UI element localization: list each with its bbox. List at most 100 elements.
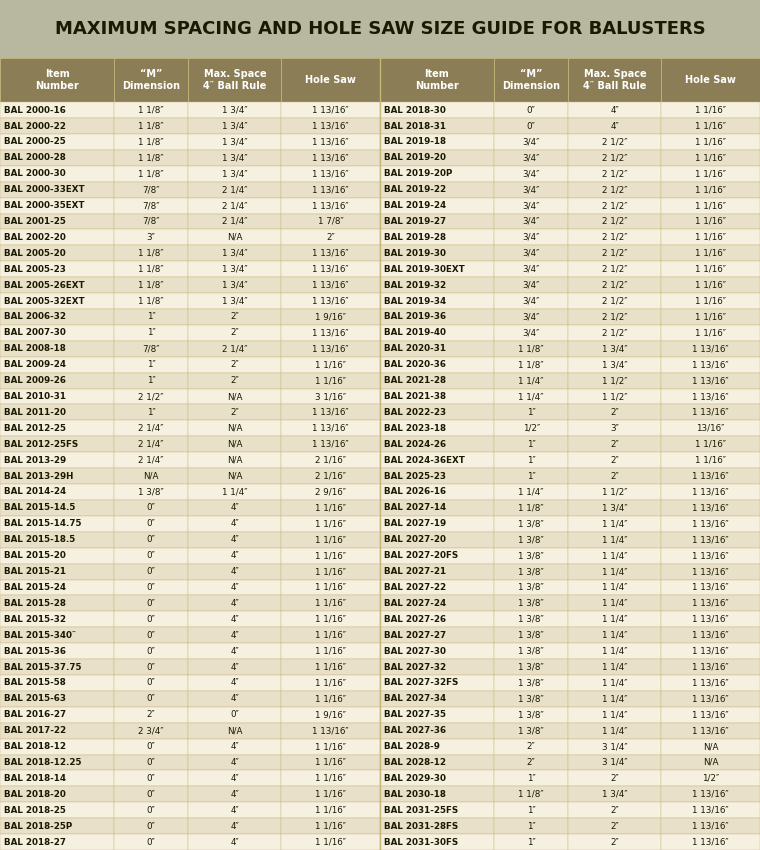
Bar [114,580,188,595]
Bar [494,627,568,643]
Bar [568,452,661,468]
Text: 3/4″: 3/4″ [523,328,540,337]
Text: 1 13/16″: 1 13/16″ [312,726,349,735]
Text: 1 1/16″: 1 1/16″ [695,169,726,178]
Text: 1″: 1″ [527,806,536,814]
Bar [114,388,188,405]
Bar [188,532,281,547]
Text: 1 13/16″: 1 13/16″ [692,631,729,640]
Bar [188,213,281,230]
Text: 2 1/2″: 2 1/2″ [602,217,628,226]
Bar [0,770,114,786]
Text: 1 3/8″: 1 3/8″ [518,615,544,624]
Text: 1 3/4″: 1 3/4″ [222,169,248,178]
Bar [494,182,568,198]
Text: 1 3/8″: 1 3/8″ [518,631,544,640]
Bar [661,166,760,182]
Text: 4″: 4″ [230,647,239,655]
Text: BAL 2027-20FS: BAL 2027-20FS [384,551,458,560]
Text: 1 3/8″: 1 3/8″ [518,647,544,655]
Text: 4″: 4″ [230,503,239,513]
Text: 1 3/4″: 1 3/4″ [222,153,248,162]
Text: 1 1/16″: 1 1/16″ [315,647,346,655]
Text: 1″: 1″ [147,408,156,417]
Text: 0″: 0″ [147,615,156,624]
Bar [568,325,661,341]
Bar [661,707,760,722]
Bar [661,118,760,134]
Text: 1 13/16″: 1 13/16″ [312,122,349,131]
Bar [661,659,760,675]
Text: MAXIMUM SPACING AND HOLE SAW SIZE GUIDE FOR BALUSTERS: MAXIMUM SPACING AND HOLE SAW SIZE GUIDE … [55,20,705,38]
Bar [281,341,380,357]
Bar [281,611,380,627]
Bar [114,102,188,118]
Text: 0″: 0″ [527,122,536,131]
Bar [661,150,760,166]
Text: 1 1/16″: 1 1/16″ [315,742,346,751]
Bar [568,293,661,309]
Bar [188,722,281,739]
Bar [494,516,568,532]
Text: 2 1/4″: 2 1/4″ [138,439,164,449]
Bar [568,58,661,102]
Bar [568,786,661,802]
Bar [380,484,494,500]
Bar [568,309,661,325]
Bar [114,802,188,819]
Text: BAL 2021-28: BAL 2021-28 [384,376,446,385]
Bar [114,166,188,182]
Text: 4″: 4″ [230,837,239,847]
Bar [568,484,661,500]
Bar [494,484,568,500]
Bar [0,405,114,421]
Text: 1 3/8″: 1 3/8″ [518,567,544,576]
Text: 1 1/4″: 1 1/4″ [602,551,628,560]
Bar [661,357,760,372]
Text: 0″: 0″ [147,822,156,830]
Text: 1 13/16″: 1 13/16″ [312,153,349,162]
Bar [114,118,188,134]
Text: N/A: N/A [703,758,718,767]
Text: 2 1/2″: 2 1/2″ [602,138,628,146]
Text: BAL 2027-24: BAL 2027-24 [384,599,446,608]
Text: BAL 2031-28FS: BAL 2031-28FS [384,822,458,830]
Bar [114,819,188,834]
Text: BAL 2027-20: BAL 2027-20 [384,536,446,544]
Bar [114,770,188,786]
Bar [494,691,568,707]
Text: BAL 2027-21: BAL 2027-21 [384,567,446,576]
Text: 1 3/4″: 1 3/4″ [222,264,248,274]
Bar [188,659,281,675]
Bar [281,819,380,834]
Bar [281,755,380,770]
Bar [0,309,114,325]
Text: 3/4″: 3/4″ [523,217,540,226]
Bar [568,213,661,230]
Text: 2″: 2″ [230,376,239,385]
Bar [380,532,494,547]
Bar [661,675,760,691]
Text: 1 1/8″: 1 1/8″ [518,344,544,354]
Text: 2 1/4″: 2 1/4″ [138,456,164,465]
Bar [281,405,380,421]
Bar [281,293,380,309]
Bar [380,118,494,134]
Text: 1 3/4″: 1 3/4″ [222,297,248,305]
Text: BAL 2015-28: BAL 2015-28 [4,599,65,608]
Bar [281,468,380,484]
Text: BAL 2019-20P: BAL 2019-20P [384,169,452,178]
Text: BAL 2019-34: BAL 2019-34 [384,297,446,305]
Text: “M”
Dimension: “M” Dimension [502,69,560,91]
Text: 1/2″: 1/2″ [523,424,540,433]
Text: 3 1/4″: 3 1/4″ [602,758,628,767]
Text: 2″: 2″ [610,806,619,814]
Bar [114,230,188,246]
Bar [568,532,661,547]
Text: 1 13/16″: 1 13/16″ [692,551,729,560]
Text: 1 1/4″: 1 1/4″ [602,678,628,688]
Text: BAL 2023-18: BAL 2023-18 [384,424,446,433]
Bar [281,58,380,102]
Text: 0″: 0″ [147,806,156,814]
Bar [188,357,281,372]
